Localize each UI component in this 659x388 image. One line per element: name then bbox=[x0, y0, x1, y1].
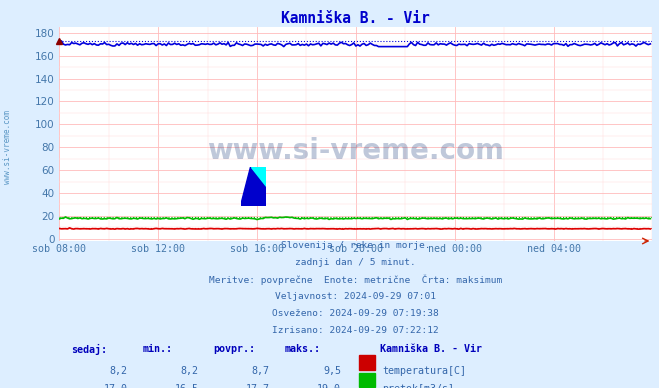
Text: min.:: min.: bbox=[142, 344, 173, 354]
Text: 16,5: 16,5 bbox=[175, 384, 199, 388]
Text: Veljavnost: 2024-09-29 07:01: Veljavnost: 2024-09-29 07:01 bbox=[275, 292, 436, 301]
Text: Izrisano: 2024-09-29 07:22:12: Izrisano: 2024-09-29 07:22:12 bbox=[272, 326, 440, 334]
Polygon shape bbox=[241, 167, 266, 206]
Text: 19,0: 19,0 bbox=[317, 384, 341, 388]
Text: sedaj:: sedaj: bbox=[71, 344, 107, 355]
Polygon shape bbox=[250, 167, 266, 186]
Title: Kamniška B. - Vir: Kamniška B. - Vir bbox=[281, 11, 430, 26]
FancyBboxPatch shape bbox=[359, 355, 376, 370]
Text: maks.:: maks.: bbox=[285, 344, 321, 354]
Text: 8,2: 8,2 bbox=[109, 366, 128, 376]
Text: www.si-vreme.com: www.si-vreme.com bbox=[208, 137, 504, 165]
Text: 17,7: 17,7 bbox=[246, 384, 270, 388]
Text: Slovenija / reke in morje.: Slovenija / reke in morje. bbox=[281, 241, 430, 250]
Text: 9,5: 9,5 bbox=[323, 366, 341, 376]
Text: Osveženo: 2024-09-29 07:19:38: Osveženo: 2024-09-29 07:19:38 bbox=[272, 308, 440, 318]
Text: Meritve: povprečne  Enote: metrične  Črta: maksimum: Meritve: povprečne Enote: metrične Črta:… bbox=[210, 275, 502, 285]
Text: Kamniška B. - Vir: Kamniška B. - Vir bbox=[380, 344, 482, 354]
Text: temperatura[C]: temperatura[C] bbox=[382, 366, 467, 376]
Text: povpr.:: povpr.: bbox=[214, 344, 256, 354]
Text: 8,7: 8,7 bbox=[252, 366, 270, 376]
Text: 8,2: 8,2 bbox=[181, 366, 199, 376]
Text: pretok[m3/s]: pretok[m3/s] bbox=[382, 384, 455, 388]
Text: zadnji dan / 5 minut.: zadnji dan / 5 minut. bbox=[295, 258, 416, 267]
Text: www.si-vreme.com: www.si-vreme.com bbox=[3, 111, 13, 184]
Polygon shape bbox=[241, 167, 256, 206]
FancyBboxPatch shape bbox=[359, 372, 376, 387]
Text: 17,0: 17,0 bbox=[103, 384, 128, 388]
